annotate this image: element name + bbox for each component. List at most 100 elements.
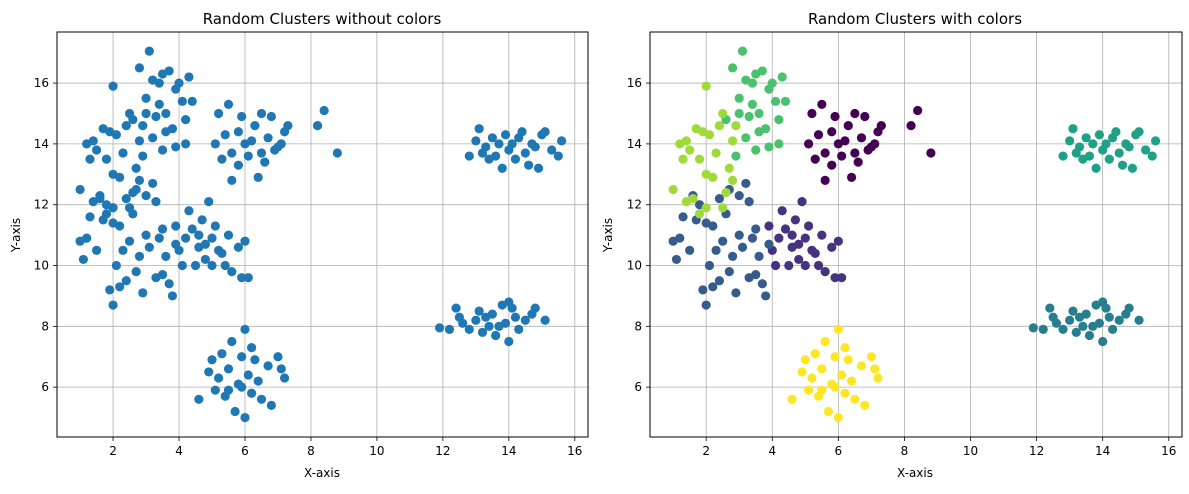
data-point-cluster-1 — [813, 260, 824, 271]
data-point-cluster-3 — [481, 312, 491, 322]
data-point-cluster-7 — [800, 355, 810, 365]
data-point-cluster-2 — [734, 190, 744, 201]
data-point-cluster-4 — [510, 154, 521, 164]
data-point-cluster-6 — [714, 121, 724, 131]
data-point-cluster-5 — [754, 108, 764, 119]
data-point-cluster-6 — [678, 154, 688, 164]
data-point-cluster-7 — [256, 394, 267, 404]
data-point-cluster-4 — [1088, 139, 1098, 149]
data-point-cluster-3 — [491, 330, 501, 341]
data-point-cluster-5 — [744, 111, 754, 122]
data-point-cluster-4 — [1074, 142, 1085, 152]
x-tick-label: 14 — [501, 444, 516, 458]
data-point-cluster-1 — [797, 197, 807, 207]
data-point-cluster-2 — [105, 285, 115, 295]
data-point-cluster-6 — [704, 130, 715, 140]
data-point-cluster-2 — [154, 233, 164, 243]
x-tick-label: 6 — [241, 444, 249, 458]
data-point-cluster-1 — [171, 221, 181, 231]
right-grid — [650, 32, 1182, 437]
data-point-cluster-7 — [817, 364, 827, 374]
data-point-cluster-5 — [177, 96, 187, 106]
data-point-cluster-1 — [233, 242, 243, 252]
data-point-cluster-0 — [283, 121, 293, 131]
data-point-cluster-4 — [494, 139, 504, 149]
data-point-cluster-6 — [128, 187, 138, 198]
data-point-cluster-3 — [1028, 323, 1038, 333]
data-point-cluster-7 — [240, 324, 250, 334]
right-points — [668, 46, 1161, 423]
data-point-cluster-2 — [124, 236, 135, 246]
data-point-cluster-2 — [141, 190, 151, 201]
data-point-cluster-1 — [837, 273, 847, 283]
data-point-cluster-6 — [88, 197, 98, 207]
y-tick-label: 16 — [627, 76, 642, 90]
data-point-cluster-2 — [731, 288, 741, 298]
data-point-cluster-0 — [837, 151, 847, 161]
data-point-cluster-4 — [553, 151, 563, 161]
data-point-cluster-1 — [217, 248, 227, 258]
data-point-cluster-4 — [1065, 136, 1075, 146]
data-point-cluster-3 — [1045, 303, 1055, 313]
data-point-cluster-3 — [1068, 306, 1078, 316]
y-tick-label: 16 — [34, 76, 49, 90]
data-point-cluster-5 — [747, 99, 758, 109]
data-point-cluster-1 — [194, 230, 204, 240]
data-point-cluster-1 — [820, 266, 830, 277]
data-point-cluster-4 — [1134, 127, 1144, 137]
data-point-cluster-5 — [770, 96, 781, 106]
data-point-cluster-6 — [681, 197, 691, 207]
data-point-cluster-2 — [171, 239, 181, 249]
data-point-cluster-2 — [131, 266, 141, 277]
data-point-cluster-7 — [246, 388, 257, 398]
data-point-cluster-3 — [540, 315, 550, 325]
data-point-cluster-4 — [530, 142, 540, 152]
data-point-cluster-5 — [181, 139, 191, 149]
data-point-cluster-3 — [1078, 321, 1088, 331]
data-point-cluster-2 — [708, 282, 718, 292]
data-point-cluster-5 — [144, 46, 154, 56]
data-point-cluster-7 — [207, 355, 217, 365]
data-point-cluster-1 — [200, 239, 211, 249]
data-point-cluster-4 — [507, 139, 517, 149]
data-point-cluster-3 — [1065, 315, 1075, 325]
x-tick-label: 16 — [567, 444, 582, 458]
data-point-cluster-3 — [458, 318, 468, 328]
y-tick-label: 8 — [634, 319, 642, 333]
data-point-cluster-0 — [817, 99, 827, 109]
x-tick-label: 4 — [768, 444, 776, 458]
left-plot-title: Random Clusters without colors — [203, 10, 442, 28]
data-point-cluster-6 — [101, 209, 112, 219]
data-point-cluster-6 — [668, 184, 678, 195]
left-grid — [57, 32, 588, 437]
data-point-cluster-7 — [837, 370, 847, 380]
data-point-cluster-2 — [724, 266, 734, 277]
data-point-cluster-0 — [906, 121, 916, 131]
data-point-cluster-7 — [804, 385, 814, 395]
left-points — [75, 46, 567, 423]
data-point-cluster-2 — [728, 251, 738, 261]
data-point-cluster-4 — [1141, 145, 1151, 155]
data-point-cluster-4 — [1058, 151, 1068, 161]
data-point-cluster-6 — [111, 130, 121, 140]
data-point-cluster-2 — [141, 230, 151, 240]
data-point-cluster-1 — [237, 273, 247, 283]
data-point-cluster-0 — [220, 130, 230, 140]
data-point-cluster-7 — [279, 373, 290, 383]
data-point-cluster-5 — [747, 78, 758, 88]
data-point-cluster-0 — [319, 105, 329, 116]
data-point-cluster-5 — [751, 145, 761, 155]
data-point-cluster-2 — [138, 288, 148, 298]
data-point-cluster-5 — [737, 46, 748, 56]
data-point-cluster-4 — [1150, 136, 1161, 146]
data-point-cluster-4 — [1068, 124, 1078, 134]
data-point-cluster-0 — [217, 154, 227, 164]
data-point-cluster-5 — [134, 63, 145, 73]
data-point-cluster-0 — [312, 121, 323, 131]
data-point-cluster-1 — [177, 260, 187, 271]
data-point-cluster-0 — [260, 157, 270, 167]
data-point-cluster-7 — [237, 382, 247, 392]
data-point-cluster-1 — [800, 260, 810, 271]
data-point-cluster-4 — [464, 151, 474, 161]
data-point-cluster-6 — [681, 136, 691, 146]
